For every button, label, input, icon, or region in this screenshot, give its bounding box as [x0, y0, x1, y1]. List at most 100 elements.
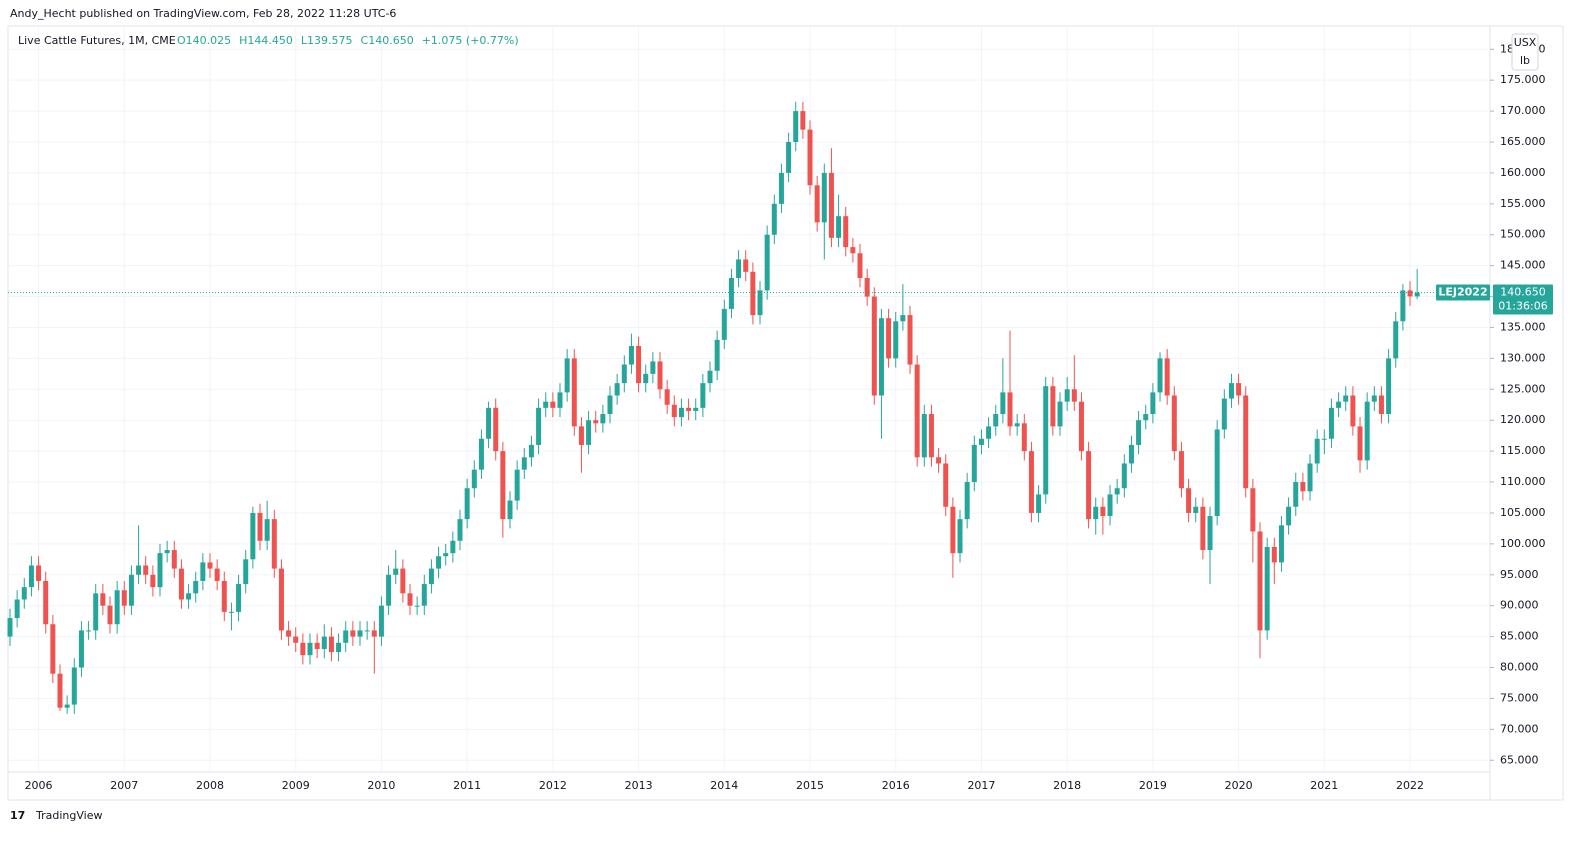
candle-body	[564, 358, 570, 393]
candle-body	[578, 426, 584, 445]
candle-body	[178, 568, 184, 600]
candle-body	[364, 630, 370, 632]
candle-body	[493, 407, 499, 452]
candle-body	[93, 593, 99, 631]
candle-body	[100, 593, 106, 606]
candle-body	[914, 364, 920, 458]
candle-body	[678, 407, 684, 418]
candles	[7, 101, 1420, 714]
candle-body	[1121, 463, 1127, 489]
candle-body	[1178, 451, 1184, 489]
candle-body	[386, 574, 392, 606]
candle-body	[1078, 401, 1084, 452]
x-tick-label: 2012	[539, 779, 567, 792]
candle-body	[150, 574, 156, 588]
candle-body	[1007, 392, 1013, 427]
candle-body	[114, 590, 120, 625]
candle-body	[214, 568, 220, 581]
candle-body	[428, 568, 434, 585]
candle-body	[1264, 546, 1270, 631]
y-tick-label: 75.000	[1500, 691, 1539, 704]
x-tick-label: 2008	[196, 779, 224, 792]
candle-body	[1214, 429, 1220, 517]
candle-body	[50, 624, 56, 674]
candle-body	[936, 457, 942, 464]
candle-body	[157, 553, 163, 588]
candle-body	[957, 519, 963, 554]
candle-body	[507, 500, 513, 520]
candle-body	[1028, 451, 1034, 513]
candle-body	[14, 599, 20, 619]
candle-body	[293, 636, 299, 643]
candle-body	[478, 438, 484, 470]
candle-body	[628, 346, 634, 365]
x-tick-label: 2010	[367, 779, 395, 792]
candle-body	[1200, 506, 1206, 551]
y-tick-label: 90.000	[1500, 599, 1539, 612]
candle-body	[1371, 395, 1377, 402]
candle-body	[950, 506, 956, 554]
candle-body	[414, 605, 420, 607]
candle-body	[778, 172, 784, 204]
candle-body	[1150, 392, 1156, 415]
y-tick-label: 120.000	[1500, 413, 1546, 426]
x-tick-label: 2013	[625, 779, 653, 792]
candle-body	[921, 414, 927, 458]
candle-body	[514, 469, 520, 501]
candle-body	[821, 172, 827, 223]
candle-body	[36, 565, 42, 581]
candle-body	[1000, 392, 1006, 415]
y-tick-label: 100.000	[1500, 537, 1546, 550]
units-box	[1511, 33, 1539, 71]
candle-body	[1364, 401, 1370, 461]
candle-body	[228, 611, 234, 613]
candle-body	[1378, 395, 1384, 415]
candle-body	[550, 401, 556, 408]
price-box	[1493, 284, 1553, 315]
y-tick-label: 110.000	[1500, 475, 1546, 488]
candle-body	[786, 141, 792, 173]
candle-body	[486, 407, 492, 439]
y-tick-label: 160.000	[1500, 166, 1546, 179]
candle-body	[650, 361, 656, 374]
y-tick-label: 85.000	[1500, 630, 1539, 643]
ohlc-value: O140.025	[177, 34, 231, 47]
candle-body	[1336, 401, 1342, 408]
candle-body	[86, 630, 92, 632]
candle-body	[636, 346, 642, 384]
candle-body	[443, 553, 449, 557]
candle-body	[407, 593, 413, 606]
candle-body	[471, 469, 477, 489]
y-tick-label: 115.000	[1500, 444, 1546, 457]
candle-body	[350, 630, 356, 637]
candle-body	[343, 630, 349, 643]
candle-body	[1236, 383, 1242, 396]
candle-body	[643, 373, 649, 384]
candle-body	[236, 584, 242, 612]
candle-body	[1086, 451, 1092, 520]
candle-body	[714, 339, 720, 371]
candle-body	[571, 358, 577, 427]
candle-body	[743, 259, 749, 272]
candle-body	[1221, 398, 1227, 430]
candle-body	[171, 550, 177, 569]
x-tick-label: 2011	[453, 779, 481, 792]
candle-body	[693, 407, 699, 411]
candle-body	[1386, 358, 1392, 415]
symbol-title: Live Cattle Futures, 1M, CME	[18, 34, 176, 47]
y-tick-label: 165.000	[1500, 135, 1546, 148]
x-tick-label: 2017	[967, 779, 995, 792]
y-tick-label: 175.000	[1500, 73, 1546, 86]
candle-body	[1271, 546, 1277, 563]
x-tick-label: 2007	[110, 779, 138, 792]
candle-body	[450, 540, 456, 554]
candle-body	[1278, 525, 1284, 563]
candle-body	[536, 407, 542, 445]
brand: TradingView	[35, 809, 102, 822]
candle-body	[707, 370, 713, 384]
candle-body	[186, 593, 192, 600]
candle-body	[1171, 395, 1177, 452]
candle-body	[907, 315, 913, 365]
candle-body	[928, 414, 934, 458]
